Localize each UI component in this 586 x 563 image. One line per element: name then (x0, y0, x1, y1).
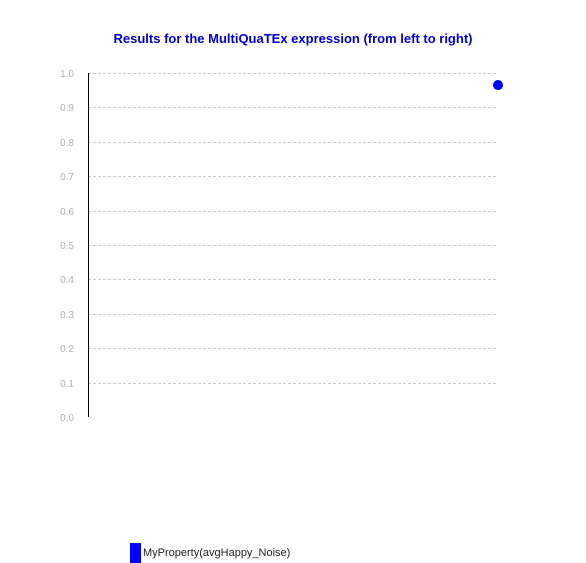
legend: MyProperty(avgHappy_Noise) (130, 543, 290, 563)
gridlines (88, 73, 498, 384)
data-point (493, 80, 503, 91)
legend-label: MyProperty(avgHappy_Noise) (143, 547, 291, 559)
y-tick-label: 0.3 (60, 310, 74, 321)
y-tick-label: 0.1 (60, 379, 74, 390)
y-tick-label: 0.9 (60, 103, 74, 114)
chart-title: Results for the MultiQuaTEx expression (… (113, 31, 473, 46)
y-tick-label: 1.0 (60, 69, 74, 80)
y-tick-label: 0.0 (60, 413, 74, 424)
legend-swatch (130, 543, 141, 563)
y-tick-labels: 0.0 0.1 0.2 0.3 0.4 0.5 0.6 0.7 0.8 0.9 1.0 (60, 69, 74, 424)
y-tick-label: 0.8 (60, 138, 74, 149)
data-points (493, 80, 503, 91)
y-tick-label: 0.5 (60, 241, 74, 252)
y-tick-label: 0.4 (60, 275, 74, 286)
y-tick-label: 0.7 (60, 172, 74, 183)
y-tick-label: 0.6 (60, 207, 74, 218)
chart-plot-area: 0.0 0.1 0.2 0.3 0.4 0.5 0.6 0.7 0.8 0.9 1.0 (60, 69, 503, 424)
y-tick-label: 0.2 (60, 344, 74, 355)
